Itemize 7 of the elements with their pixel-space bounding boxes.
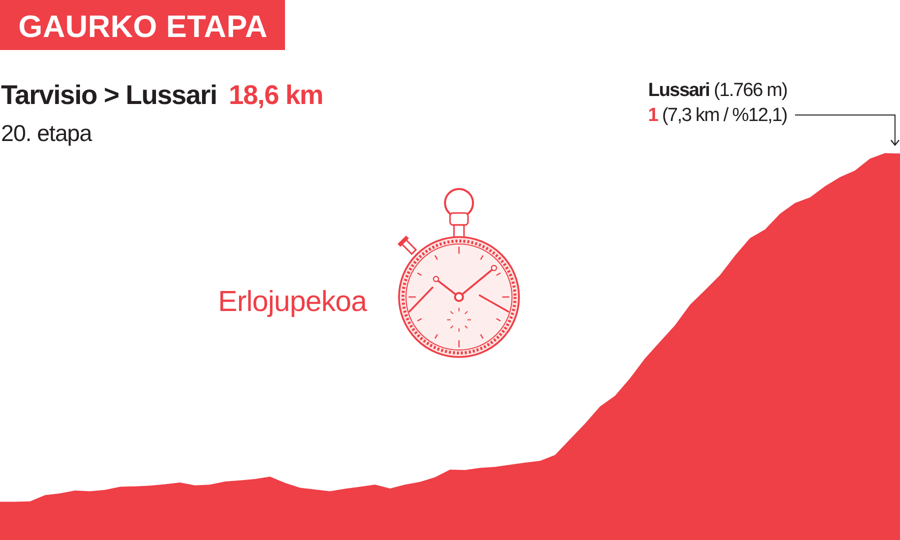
- text: 20. etapa: [1, 120, 92, 146]
- text: 1 (7,3 km / %12,1): [648, 105, 788, 126]
- text: Lussari (1.766 m): [648, 80, 788, 101]
- chart-title: GAURKO ETAPA: [18, 9, 268, 44]
- chart-subtitle: Tarvisio > Lussari: [1, 80, 217, 110]
- annotation: Erlojupekoa: [218, 286, 368, 318]
- text: 18,6 km: [228, 80, 323, 110]
